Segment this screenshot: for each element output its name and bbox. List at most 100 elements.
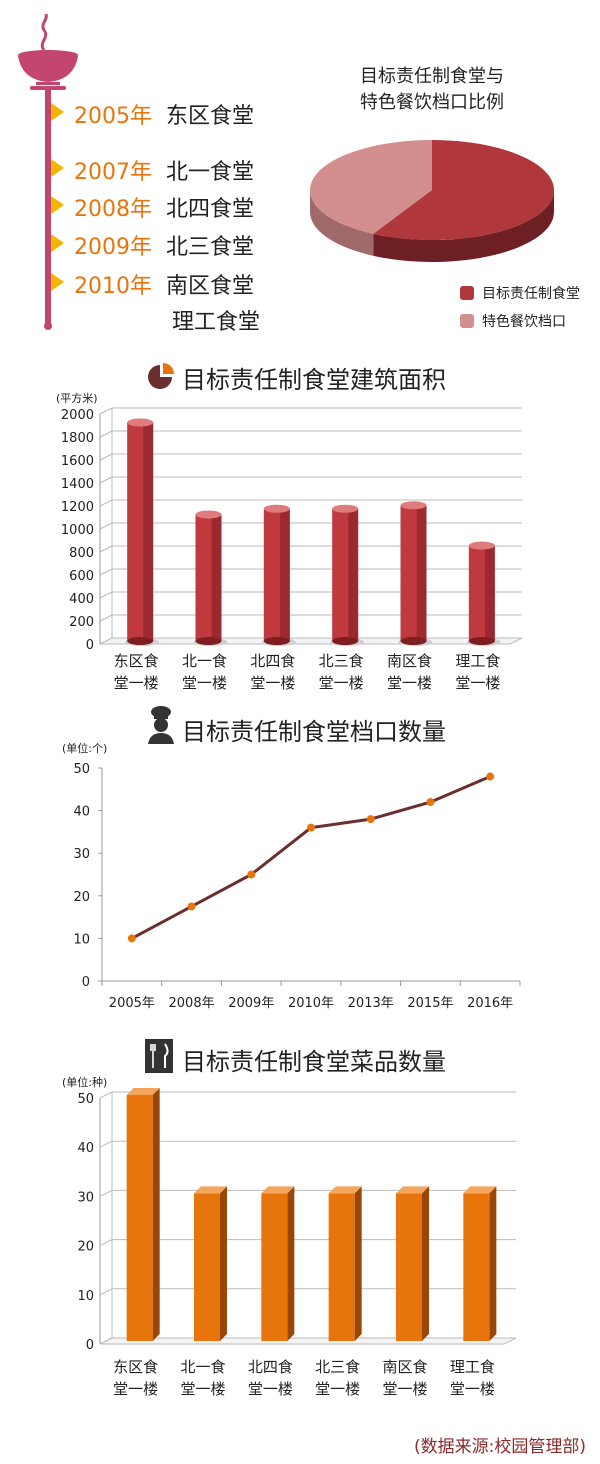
x-tick-label: 理工食 — [450, 1358, 495, 1376]
chart-floor — [99, 637, 523, 645]
legend-swatch — [460, 314, 474, 328]
bar-top — [127, 418, 154, 427]
timeline-flag — [51, 234, 64, 252]
data-point — [187, 902, 196, 911]
bar-side — [489, 1186, 497, 1341]
bar-shade — [348, 508, 359, 641]
data-point — [366, 815, 375, 824]
x-tick-label: 北三食 — [315, 1358, 360, 1376]
x-tick-label: 堂一楼 — [182, 674, 227, 692]
timeline-item: 2008年 北四食堂 — [74, 191, 254, 223]
bar-top — [263, 504, 290, 513]
bowl-icon — [18, 50, 78, 90]
timeline-pole — [45, 88, 51, 324]
grid-line — [99, 1288, 113, 1296]
bar-side — [287, 1186, 295, 1341]
bar-top — [194, 1186, 227, 1194]
pie-icon — [148, 363, 174, 389]
bar-side — [220, 1186, 227, 1341]
bar-side — [422, 1186, 429, 1341]
x-tick-label: 堂一楼 — [455, 674, 500, 692]
x-tick-label: 2015年 — [407, 996, 453, 1011]
x-tick-label: 堂一楼 — [113, 1380, 158, 1398]
grid-line — [99, 522, 113, 530]
y-tick-label: 2000 — [61, 408, 94, 423]
pie-slice-side — [373, 190, 554, 262]
x-tick-label: 东区食 — [114, 652, 159, 670]
stall-chart-title: 目标责任制食堂档口数量 — [182, 718, 446, 746]
x-tick-label: 理工食 — [455, 652, 500, 670]
bar-shade — [143, 422, 154, 641]
pie-slice-side — [310, 190, 374, 256]
timeline-year: 2007年 — [74, 160, 152, 185]
bar — [328, 1193, 355, 1341]
bar-top — [463, 1186, 497, 1194]
y-axis-label: (平方米) — [56, 391, 98, 405]
grid-line — [99, 545, 113, 553]
timeline-flag — [51, 159, 64, 177]
bar-top — [126, 1088, 160, 1095]
x-tick-label: 北三食 — [319, 652, 364, 670]
y-tick-label: 400 — [69, 592, 94, 607]
y-tick-label: 1800 — [61, 431, 94, 446]
bar — [126, 1095, 153, 1341]
bar-top — [195, 510, 222, 519]
bar-top — [332, 504, 359, 513]
timeline-item: 2007年 北一食堂 — [74, 154, 254, 186]
x-tick-label: 2008年 — [169, 996, 215, 1011]
y-tick-label: 20 — [73, 890, 90, 905]
y-axis-label: (单位:种) — [62, 1075, 107, 1089]
timeline-item: 理工食堂 — [74, 304, 260, 336]
y-tick-label: 600 — [69, 569, 94, 584]
pie-title: 目标责任制食堂与 — [360, 66, 504, 87]
bar-base — [263, 637, 290, 645]
pie-slice — [373, 140, 554, 241]
pie-slice — [310, 140, 432, 234]
x-tick-label: 南区食 — [382, 1358, 427, 1376]
grid-line — [99, 1189, 113, 1197]
legend-label: 目标责任制食堂 — [482, 285, 580, 302]
x-tick-label: 堂一楼 — [250, 674, 295, 692]
grid-line — [99, 614, 113, 622]
bar-top — [261, 1186, 295, 1194]
timeline-canteen: 北一食堂 — [166, 160, 255, 185]
y-tick-label: 1000 — [61, 523, 94, 538]
y-tick-label: 200 — [69, 615, 94, 630]
timeline-year: 2009年 — [74, 235, 152, 260]
grid-line — [99, 476, 113, 484]
data-source: (数据来源:校园管理部) — [414, 1437, 586, 1457]
grid-line — [99, 499, 113, 507]
grid-line — [99, 568, 113, 576]
timeline-graphic — [18, 13, 78, 330]
y-tick-label: 0 — [86, 1338, 94, 1353]
chef-icon — [148, 706, 174, 744]
data-point — [486, 772, 495, 781]
stall-line-chart: (单位:个) 0 10 20 30 40 50 2005年 2008年 2009年 2010年 201… — [62, 741, 521, 1011]
steam-icon — [40, 13, 48, 51]
y-tick-label: 40 — [73, 805, 90, 820]
grid-line — [99, 1140, 113, 1148]
x-tick-label: 堂一楼 — [387, 674, 432, 692]
y-tick-label: 1200 — [61, 500, 94, 515]
data-point — [127, 934, 136, 943]
grid-line — [99, 1239, 113, 1247]
x-tick-label: 2010年 — [288, 996, 334, 1011]
grid-line — [99, 591, 113, 599]
y-tick-label: 10 — [73, 932, 90, 947]
x-tick-label: 堂一楼 — [450, 1380, 495, 1398]
y-tick-label: 50 — [73, 762, 90, 777]
bar-top — [396, 1186, 429, 1194]
series-line — [131, 775, 491, 940]
bar-shade — [484, 545, 495, 641]
dish-chart-title: 目标责任制食堂菜品数量 — [182, 1048, 446, 1076]
y-tick-label: 1600 — [61, 454, 94, 469]
bar — [463, 1193, 490, 1341]
timeline-flag — [51, 103, 64, 121]
x-tick-label: 堂一楼 — [114, 674, 159, 692]
x-tick-label: 堂一楼 — [248, 1380, 293, 1398]
chart-floor — [99, 1337, 517, 1345]
data-point — [247, 870, 256, 879]
timeline-year: 2008年 — [74, 197, 152, 222]
